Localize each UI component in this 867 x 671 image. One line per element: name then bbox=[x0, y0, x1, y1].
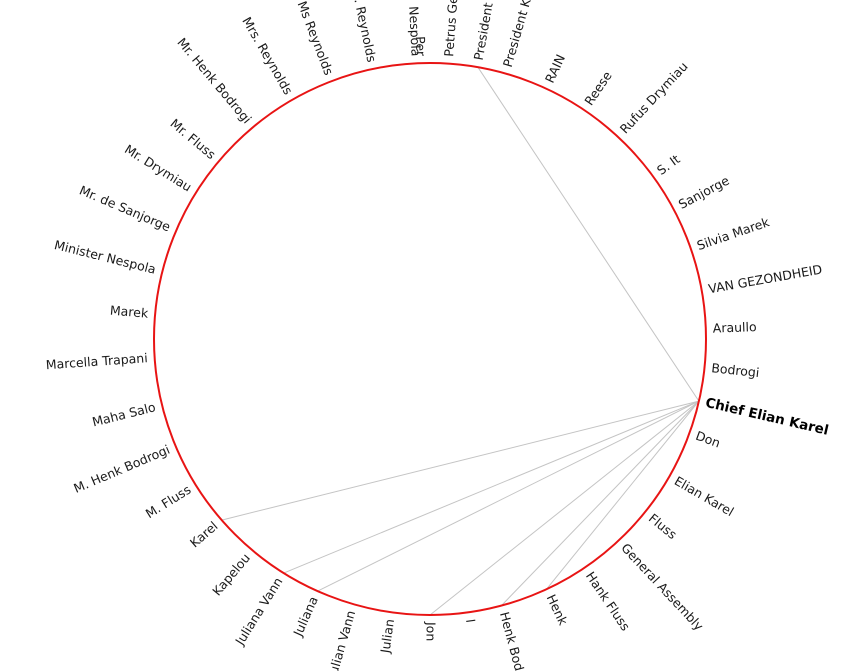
node-label[interactable]: M. Henk Bodrogi bbox=[71, 442, 172, 496]
edge-line bbox=[221, 400, 700, 521]
node-label[interactable]: Nespola bbox=[406, 6, 424, 57]
node-label[interactable]: Bodrogi bbox=[711, 360, 760, 380]
edge-line bbox=[546, 400, 700, 590]
node-label[interactable]: Per bbox=[413, 36, 429, 57]
node-label[interactable]: Marcella Trapani bbox=[45, 350, 148, 372]
node-label[interactable]: Petrus Ge bbox=[441, 0, 460, 57]
node-label[interactable]: Kapelou bbox=[209, 550, 253, 598]
node-label[interactable]: Juliana Vann bbox=[232, 574, 286, 648]
node-label[interactable]: President Kap bbox=[500, 0, 538, 69]
edge-line bbox=[283, 400, 700, 574]
node-label[interactable]: Karel bbox=[187, 518, 221, 550]
node-label[interactable]: Hank Fluss bbox=[583, 569, 633, 634]
node-label[interactable]: Ms Reynolds bbox=[295, 0, 337, 77]
node-label[interactable]: President A bbox=[471, 0, 498, 61]
node-label[interactable]: Marek bbox=[109, 302, 149, 320]
node-label[interactable]: Fluss bbox=[646, 510, 680, 542]
node-label[interactable]: I bbox=[463, 618, 478, 624]
edge-line bbox=[429, 400, 700, 616]
edge-line bbox=[477, 66, 700, 402]
node-label[interactable]: Araullo bbox=[713, 319, 757, 336]
node-label[interactable]: Silvia Marek bbox=[695, 214, 772, 253]
node-labels: Per Petrus Ge President A President Kap RAIN… bbox=[45, 0, 830, 671]
node-ring bbox=[153, 62, 707, 616]
node-label[interactable]: Mr. de Sanjorge bbox=[77, 182, 173, 234]
node-label[interactable]: Jon bbox=[424, 621, 439, 641]
node-label[interactable]: VAN GEZONDHEID bbox=[707, 262, 823, 297]
edges bbox=[221, 66, 700, 616]
node-label[interactable]: Julian bbox=[377, 618, 397, 655]
node-label[interactable]: Sanjorge bbox=[676, 173, 732, 212]
node-label[interactable]: Ms. Reynolds bbox=[348, 0, 380, 64]
node-label[interactable]: General Assembly bbox=[618, 540, 707, 634]
node-label[interactable]: Rufus Drymiau bbox=[617, 59, 691, 137]
node-label[interactable]: M. Fluss bbox=[143, 482, 194, 521]
node-label[interactable]: Juliana bbox=[290, 594, 321, 639]
node-label[interactable]: Henk bbox=[544, 592, 572, 628]
node-label[interactable]: RAIN bbox=[542, 52, 568, 85]
edge-line bbox=[501, 400, 700, 606]
node-label[interactable]: Elian Karel bbox=[672, 473, 737, 519]
node-label[interactable]: Mr. Fluss bbox=[167, 116, 218, 162]
node-label[interactable]: Reese bbox=[581, 68, 615, 108]
node-label[interactable]: Mr. Drymiau bbox=[122, 141, 195, 194]
node-label[interactable]: Henk Bodr bbox=[497, 610, 529, 671]
node-label[interactable]: Don bbox=[694, 428, 723, 451]
node-label[interactable]: Chief Elian Karel bbox=[704, 395, 830, 439]
node-label[interactable]: Julian Vann bbox=[324, 609, 358, 671]
node-label[interactable]: Maha Salo bbox=[91, 399, 157, 429]
node-label[interactable]: S. It bbox=[654, 151, 683, 178]
node-label[interactable]: Mr. Henk Bodrogi bbox=[174, 35, 254, 127]
node-label[interactable]: Mrs. Reynolds bbox=[239, 14, 296, 97]
node-label[interactable]: Minister Nespola bbox=[53, 237, 158, 277]
edge-line bbox=[317, 400, 700, 592]
